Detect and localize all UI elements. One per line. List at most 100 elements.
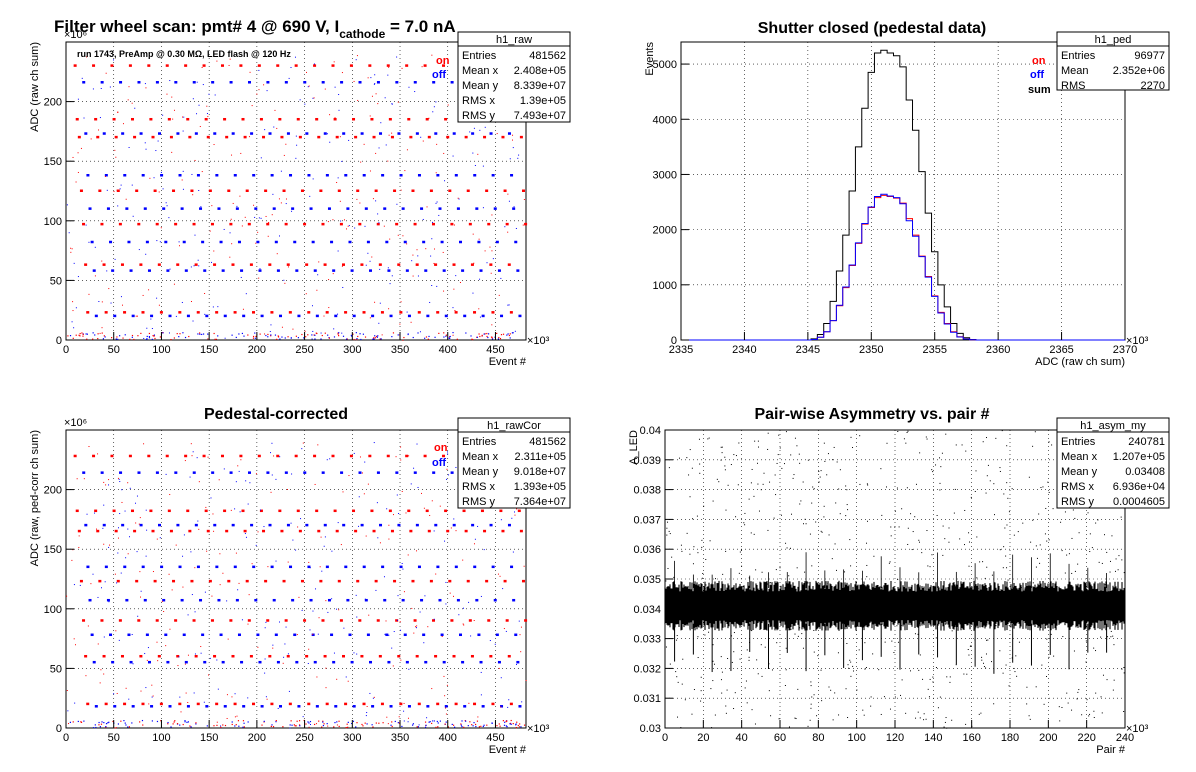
off-point xyxy=(403,240,407,244)
on-point xyxy=(400,446,402,448)
on-point xyxy=(288,311,292,314)
asymmetry-point xyxy=(918,669,920,671)
off-point xyxy=(479,269,483,272)
asymmetry-point xyxy=(970,645,972,647)
on-point xyxy=(470,263,474,266)
on-point xyxy=(416,625,418,627)
on-point xyxy=(456,338,458,340)
on-point xyxy=(518,726,520,728)
asymmetry-point xyxy=(733,651,735,653)
on-point xyxy=(400,301,402,303)
on-point xyxy=(286,488,288,490)
off-point xyxy=(452,523,456,527)
on-point xyxy=(444,509,448,513)
on-point xyxy=(174,619,178,622)
on-point xyxy=(232,202,234,204)
off-point xyxy=(265,696,267,698)
asymmetry-point xyxy=(1109,560,1111,562)
on-point xyxy=(208,674,210,676)
on-point xyxy=(496,725,498,727)
off-point xyxy=(84,523,88,527)
asymmetry-point xyxy=(716,478,718,480)
on-point xyxy=(88,446,90,448)
asymmetry-point xyxy=(826,474,828,476)
on-point xyxy=(199,126,201,128)
on-point xyxy=(525,679,527,681)
asymmetry-point xyxy=(665,580,667,582)
asymmetry-point xyxy=(1048,441,1050,443)
off-point xyxy=(247,697,249,699)
on-point xyxy=(444,695,446,697)
asymmetry-point xyxy=(741,609,743,611)
off-point xyxy=(94,705,98,708)
on-point xyxy=(292,328,294,330)
off-point xyxy=(145,240,149,244)
off-point xyxy=(495,633,499,637)
asymmetry-point xyxy=(756,659,758,661)
asymmetry-point xyxy=(1024,587,1026,589)
asymmetry-point xyxy=(880,713,882,715)
on-point xyxy=(169,628,171,630)
asymmetry-point xyxy=(906,487,908,489)
on-point xyxy=(318,261,320,263)
on-point xyxy=(434,248,436,250)
asymmetry-point xyxy=(1100,636,1102,638)
off-point xyxy=(113,705,117,708)
on-point xyxy=(127,482,129,484)
on-point xyxy=(243,726,245,728)
off-point xyxy=(487,336,489,339)
off-point xyxy=(512,332,514,334)
off-point xyxy=(192,451,194,453)
on-point xyxy=(257,64,261,67)
asymmetry-point xyxy=(804,571,806,573)
on-point xyxy=(301,333,303,336)
asymmetry-point xyxy=(761,571,763,573)
asymmetry-point xyxy=(821,531,823,533)
asymmetry-point xyxy=(751,709,753,711)
off-point xyxy=(106,270,108,272)
on-point xyxy=(123,311,127,314)
off-point xyxy=(345,676,347,678)
off-point xyxy=(465,332,467,334)
off-point xyxy=(162,188,164,190)
off-point xyxy=(475,725,477,728)
asymmetry-point xyxy=(888,562,890,564)
asymmetry-point xyxy=(915,483,917,485)
asymmetry-point xyxy=(698,438,700,440)
off-point xyxy=(69,335,72,337)
off-point xyxy=(516,660,520,664)
asymmetry-point xyxy=(828,602,830,604)
y-tick-label: 200 xyxy=(44,485,62,497)
asymmetry-point xyxy=(917,633,919,635)
off-point xyxy=(348,633,352,637)
off-point xyxy=(131,634,133,636)
asymmetry-point xyxy=(699,463,701,465)
on-point xyxy=(319,579,323,583)
asymmetry-point xyxy=(849,659,851,661)
off-point xyxy=(387,267,389,269)
on-point xyxy=(147,454,151,458)
off-point xyxy=(255,544,257,546)
on-point xyxy=(294,454,298,458)
off-point xyxy=(360,132,364,135)
asymmetry-point xyxy=(769,582,771,584)
off-point xyxy=(397,619,399,621)
on-point xyxy=(109,544,111,546)
on-point xyxy=(370,117,374,121)
off-point xyxy=(436,720,438,723)
on-point xyxy=(306,71,308,73)
on-point xyxy=(238,582,240,584)
on-point xyxy=(72,721,74,723)
asymmetry-point xyxy=(760,489,762,491)
on-point xyxy=(399,621,401,623)
on-point xyxy=(127,99,129,101)
on-point xyxy=(101,327,103,329)
off-point xyxy=(288,77,290,79)
off-point xyxy=(224,337,226,339)
off-point xyxy=(396,494,398,496)
asymmetry-point xyxy=(918,541,920,543)
off-point xyxy=(186,314,190,318)
asymmetry-point xyxy=(675,603,677,605)
off-point xyxy=(502,588,504,590)
asymmetry-point xyxy=(686,457,688,459)
